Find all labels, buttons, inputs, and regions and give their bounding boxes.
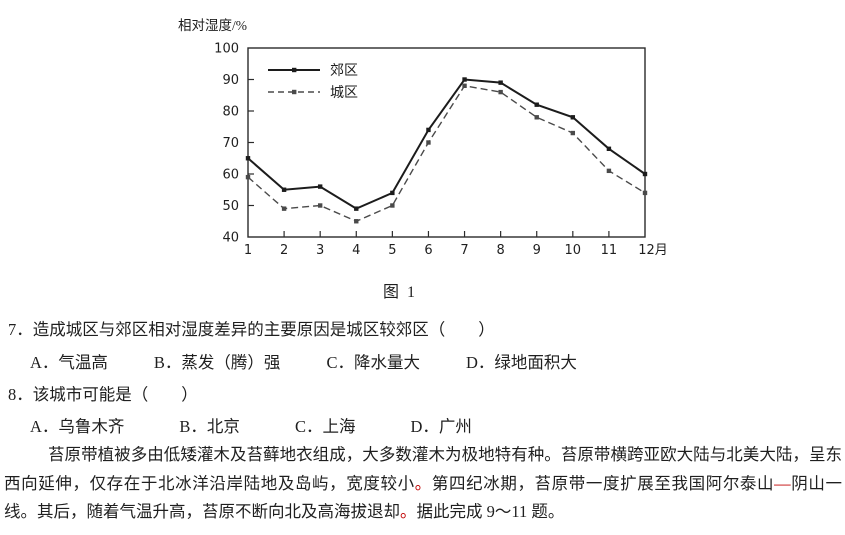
humidity-line-chart: 40 50 60 70 80 90 100 1 2 3 4 5 6 7 8 9 10 11 12月 相对湿度/% 郊区城… <box>178 18 668 258</box>
question-7: 7．造成城区与郊区相对湿度差异的主要原因是城区较郊区（ ） <box>8 316 495 340</box>
option: D．绿地面积大 <box>465 353 577 372</box>
x-tick-label: 4 <box>352 243 360 258</box>
question-7-number: 7． <box>8 320 33 339</box>
legend-marker <box>292 89 297 95</box>
passage-red-mark: 。 <box>414 473 432 493</box>
data-point <box>317 203 323 208</box>
x-tick-label: 12月 <box>638 243 668 258</box>
passage-segment: 第四纪冰期，苔原带一度扩展至我国阿尔泰山 <box>431 473 775 493</box>
data-point <box>245 156 251 161</box>
data-point <box>534 102 539 107</box>
x-tick-label: 1 <box>244 243 252 258</box>
question-8-number: 8． <box>8 385 33 404</box>
question-7-options: A．气温高 B．蒸发（腾）强 C．降水量大 D．绿地面积大 <box>30 349 577 373</box>
question-7-stem: 造成城区与郊区相对湿度差异的主要原因是城区较郊区（ ） <box>32 320 495 339</box>
y-axis-title: 相对湿度/% <box>178 18 247 33</box>
passage-segment: 据此完成 9～11 题。 <box>416 502 565 521</box>
y-tick-label: 60 <box>222 168 239 183</box>
x-tick-label: 7 <box>460 243 468 258</box>
series-line-城区 <box>247 85 646 223</box>
x-tick-label: 5 <box>388 243 396 258</box>
plot-frame <box>247 47 646 238</box>
data-point <box>606 168 612 174</box>
x-tick-label: 3 <box>316 243 324 258</box>
x-tick-label: 6 <box>424 243 432 258</box>
data-point <box>390 203 395 208</box>
y-tick-label: 50 <box>222 199 239 214</box>
passage-text: 苔原带植被多由低矮灌木及苔藓地衣组成，大多数灌木为极地特有种。苔原带横跨亚欧大陆… <box>4 441 842 527</box>
data-point <box>606 146 612 151</box>
data-point <box>570 115 576 120</box>
passage-segment: 苔原带植被多由低矮灌木及苔藓地衣组成，大多数灌木为极地特有种。苔原带横跨亚欧大陆… <box>4 445 842 493</box>
data-point <box>426 140 431 145</box>
data-point <box>570 130 576 136</box>
legend-label: 郊区 <box>330 62 358 79</box>
option: C．降水量大 <box>326 353 420 372</box>
data-point <box>390 190 395 196</box>
option: A．气温高 <box>30 353 108 372</box>
question-8-options: A．乌鲁木齐 B．北京 C．上海 D．广州 <box>30 413 472 437</box>
y-tick-label: 70 <box>222 136 239 151</box>
data-point <box>498 80 503 85</box>
option: B．蒸发（腾）强 <box>153 353 281 372</box>
y-tick-label: 90 <box>222 73 239 88</box>
legend-label: 城区 <box>330 85 358 101</box>
x-tick-label: 10 <box>565 243 582 258</box>
y-tick-label: 40 <box>222 231 239 246</box>
series-line-郊区 <box>247 78 646 210</box>
passage-red-mark: — <box>774 473 791 493</box>
data-point <box>462 83 467 88</box>
y-tick-label: 100 <box>214 42 239 57</box>
option: C．上海 <box>294 417 356 436</box>
option: D．广州 <box>410 417 472 436</box>
option: B．北京 <box>179 417 240 436</box>
data-point <box>534 115 539 120</box>
data-point <box>281 187 287 192</box>
x-tick-label: 9 <box>533 243 541 258</box>
data-point <box>354 219 359 224</box>
data-point <box>245 174 251 180</box>
question-8: 8．该城市可能是（ ） <box>8 381 198 405</box>
question-8-stem: 该城市可能是（ ） <box>32 385 198 404</box>
data-point <box>498 89 503 95</box>
passage-segment: 阴山一线。其后，随着气温升高，苔原不断向北及高海拔退却 <box>4 473 843 522</box>
option: A．乌鲁木齐 <box>30 417 125 436</box>
data-point <box>426 127 431 133</box>
figure-caption: 图 1 <box>382 284 417 301</box>
data-point <box>317 184 323 189</box>
data-point <box>642 190 648 196</box>
data-point <box>642 171 648 177</box>
data-point <box>462 77 467 82</box>
data-point <box>354 206 359 211</box>
x-tick-label: 2 <box>280 243 288 258</box>
x-tick-label: 11 <box>601 243 618 258</box>
x-tick-label: 8 <box>496 243 504 258</box>
data-point <box>281 206 287 211</box>
y-tick-label: 80 <box>222 105 239 120</box>
legend-marker <box>292 67 297 73</box>
passage-red-mark: 。 <box>400 502 417 521</box>
